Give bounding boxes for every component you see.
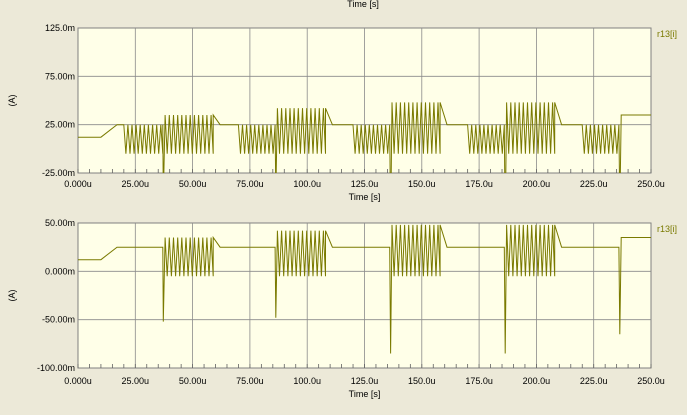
- x-tick-label: 0.000u: [64, 179, 92, 189]
- x-tick-label: 100.0u: [293, 376, 321, 386]
- x-tick-label: 125.0u: [351, 376, 379, 386]
- y-axis-label: (A): [7, 95, 17, 107]
- x-tick-label: 150.0u: [408, 179, 436, 189]
- y-tick-label: 125.0m: [45, 23, 75, 33]
- x-tick-label: 50.00u: [179, 179, 207, 189]
- series-line: [78, 224, 651, 354]
- x-tick-label: 225.0u: [580, 376, 608, 386]
- legend-label: r13[i]: [657, 29, 677, 39]
- y-tick-label: -100.00m: [37, 363, 75, 373]
- x-axis-label: Time [s]: [349, 192, 381, 202]
- x-tick-label: 150.0u: [408, 376, 436, 386]
- x-tick-label: 125.0u: [351, 179, 379, 189]
- series-line: [78, 102, 651, 173]
- y-tick-label: 0.000m: [45, 266, 75, 276]
- top-x-axis-label: Time [s]: [347, 0, 379, 9]
- x-tick-label: 250.0u: [637, 376, 665, 386]
- chart-panel-2: 0.000u 25.00u 50.00u 75.00u 100.0u 125.0u 150.…: [7, 218, 677, 399]
- chart-panel-1: 0.000u 25.00u 50.00u 75.00u 100.0u 125.0u 150.…: [7, 23, 677, 202]
- x-tick-label: 250.0u: [637, 179, 665, 189]
- x-tick-label: 25.00u: [122, 376, 150, 386]
- x-tick-label: 25.00u: [122, 179, 150, 189]
- y-tick-label: 50.00m: [45, 218, 75, 228]
- y-tick-label: 25.00m: [45, 120, 75, 130]
- legend-label: r13[i]: [657, 224, 677, 234]
- x-axis-label: Time [s]: [349, 389, 381, 399]
- x-tick-label: 0.000u: [64, 376, 92, 386]
- x-tick-label: 75.00u: [236, 376, 264, 386]
- x-tick-label: 175.0u: [465, 376, 493, 386]
- y-tick-label: 75.00m: [45, 71, 75, 81]
- x-tick-label: 225.0u: [580, 179, 608, 189]
- y-tick-label: -50.00m: [42, 315, 75, 325]
- y-tick-label: -25.00m: [42, 168, 75, 178]
- x-tick-label: 200.0u: [523, 179, 551, 189]
- x-tick-label: 75.00u: [236, 179, 264, 189]
- y-axis-label: (A): [7, 290, 17, 302]
- x-tick-label: 175.0u: [465, 179, 493, 189]
- x-tick-label: 100.0u: [293, 179, 321, 189]
- x-tick-label: 50.00u: [179, 376, 207, 386]
- x-tick-label: 200.0u: [523, 376, 551, 386]
